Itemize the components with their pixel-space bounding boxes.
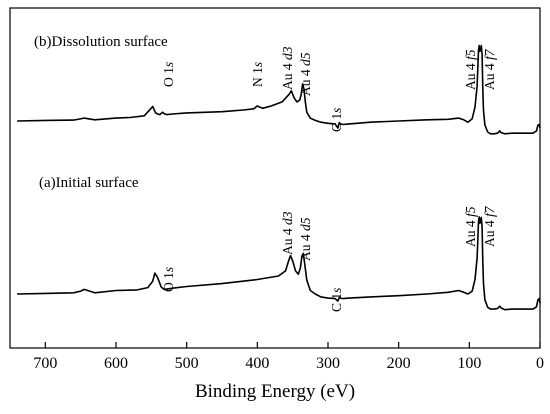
x-tick-label: 700 [33,355,57,372]
panel-label-initial: (a)Initial surface [39,175,139,191]
peak-label-b-au4f5: Au 4 f5 [463,49,478,90]
peak-label-b-au4d3: Au 4 d3 [280,46,295,90]
spectrum-dissolution-surface [17,44,541,135]
peak-label-b-au4d5: Au 4 d5 [298,52,313,96]
peak-label-a-o1s: O 1s [161,267,176,292]
peak-label-b-c1s: C 1s [329,108,344,132]
peak-label-b-n1s: N 1s [250,62,265,87]
x-tick-label: 300 [316,355,340,372]
x-tick-label: 500 [175,355,199,372]
x-axis-ticks: 700 600 500 400 300 200 100 0 [33,342,544,372]
panel-label-dissolution: (b)Dissolution surface [34,34,168,50]
peak-label-a-c1s: C 1s [329,288,344,312]
peak-label-a-au4f5: Au 4 f5 [463,206,478,247]
x-axis-title: Binding Energy (eV) [195,381,355,402]
x-tick-label: 400 [245,355,269,372]
spectrum-initial-surface [17,216,541,311]
x-tick-label: 0 [536,355,544,372]
peak-label-a-au4d3: Au 4 d3 [280,211,295,255]
x-tick-label: 600 [104,355,128,372]
x-tick-label: 200 [387,355,411,372]
plot-frame [9,7,541,349]
peak-label-b-au4f7: Au 4 f7 [482,48,497,90]
x-tick-label: 100 [457,355,481,372]
peak-label-a-au4f7: Au 4 f7 [482,205,497,247]
peak-label-a-au4d5: Au 4 d5 [298,217,313,261]
peak-label-b-o1s: O 1s [161,62,176,87]
